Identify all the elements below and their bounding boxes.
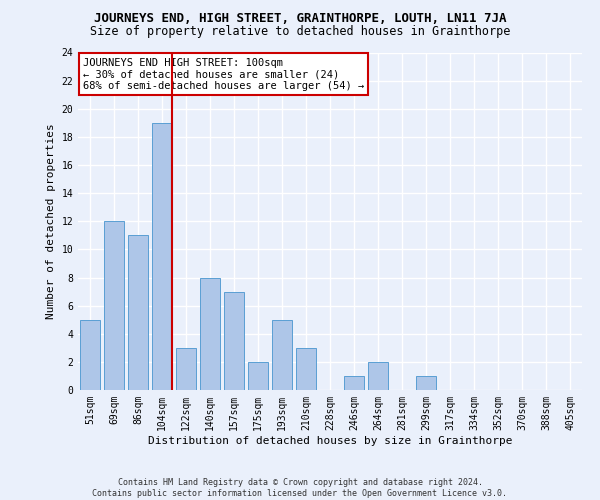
Bar — [80, 320, 100, 390]
Bar — [368, 362, 388, 390]
Bar — [272, 320, 292, 390]
Bar — [416, 376, 436, 390]
Bar — [152, 123, 172, 390]
Bar — [344, 376, 364, 390]
X-axis label: Distribution of detached houses by size in Grainthorpe: Distribution of detached houses by size … — [148, 436, 512, 446]
Bar — [224, 292, 244, 390]
Bar — [248, 362, 268, 390]
Y-axis label: Number of detached properties: Number of detached properties — [46, 124, 56, 319]
Bar — [104, 221, 124, 390]
Bar — [128, 236, 148, 390]
Text: Size of property relative to detached houses in Grainthorpe: Size of property relative to detached ho… — [90, 25, 510, 38]
Text: Contains HM Land Registry data © Crown copyright and database right 2024.
Contai: Contains HM Land Registry data © Crown c… — [92, 478, 508, 498]
Bar — [296, 348, 316, 390]
Bar — [176, 348, 196, 390]
Text: JOURNEYS END, HIGH STREET, GRAINTHORPE, LOUTH, LN11 7JA: JOURNEYS END, HIGH STREET, GRAINTHORPE, … — [94, 12, 506, 26]
Bar — [200, 278, 220, 390]
Text: JOURNEYS END HIGH STREET: 100sqm
← 30% of detached houses are smaller (24)
68% o: JOURNEYS END HIGH STREET: 100sqm ← 30% o… — [83, 58, 364, 91]
